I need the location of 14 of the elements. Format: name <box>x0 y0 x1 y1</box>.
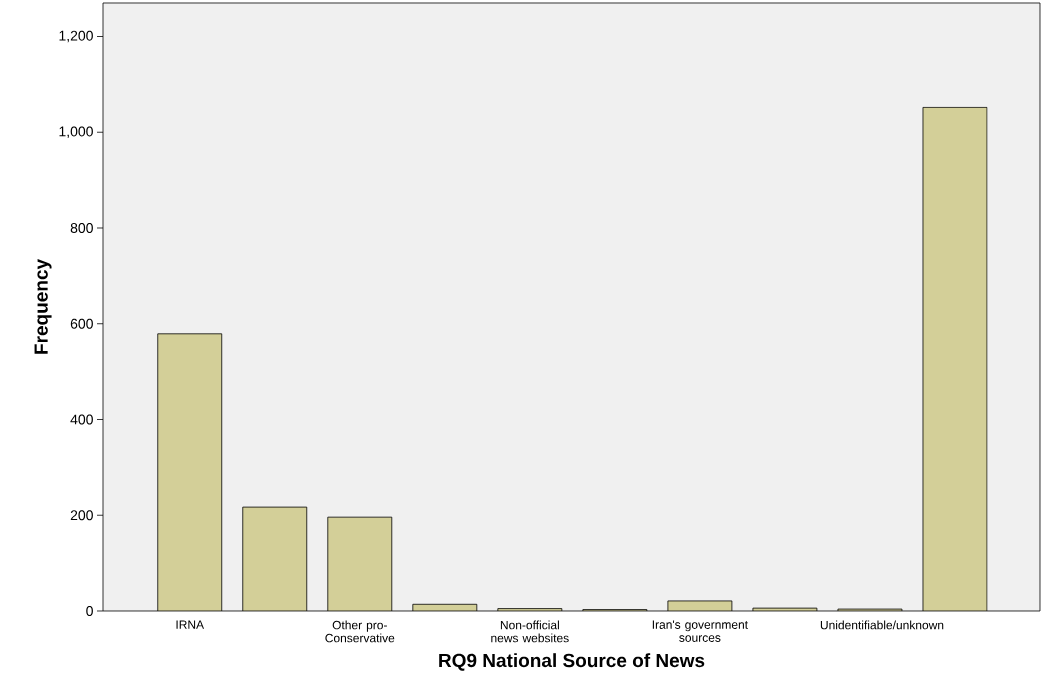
y-tick-label: 1,000 <box>59 126 93 139</box>
y-tick-label: 400 <box>70 414 93 425</box>
y-axis-title: Frequency <box>34 259 52 354</box>
y-tick-label: 1,200 <box>59 30 93 43</box>
y-tick-label: 800 <box>70 223 93 233</box>
x-tick-label: Non-official news websites <box>491 620 569 643</box>
y-tick-label: 600 <box>70 318 93 329</box>
x-tick-label: Other pro-Conservative <box>325 620 395 643</box>
x-tick-label: Iran's government sources <box>652 620 748 642</box>
x-tick-label: Unidentifiable/unknown <box>820 620 944 630</box>
y-tick-label: 0 <box>86 606 93 616</box>
x-tick-label: IRNA <box>176 620 205 629</box>
y-tick-label: 200 <box>70 510 93 521</box>
x-axis-title: RQ9 National Source of News <box>439 653 705 671</box>
